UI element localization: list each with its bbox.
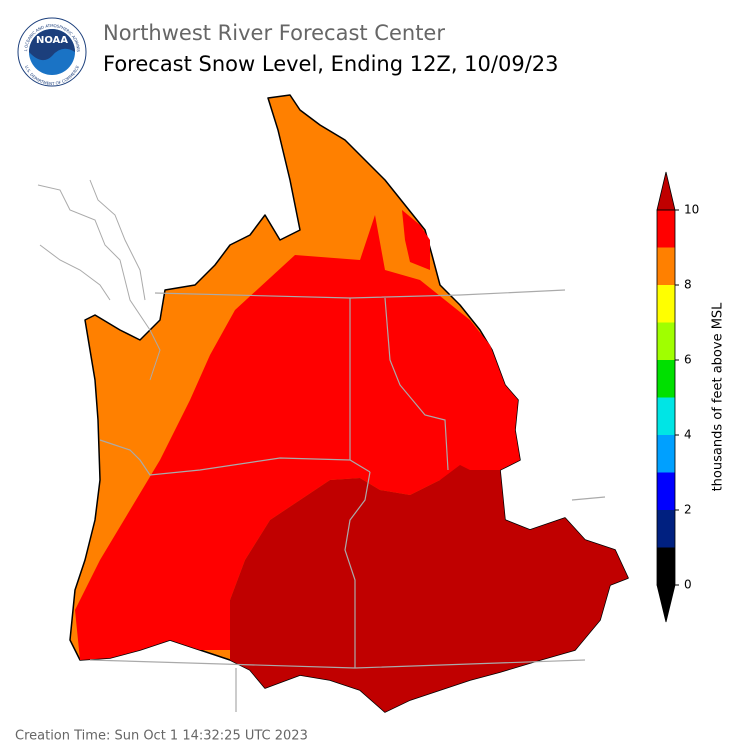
colorbar-tick-label: 0: [684, 578, 692, 592]
colorbar-tick-label: 8: [684, 278, 692, 292]
colorbar-bin: [657, 360, 675, 398]
colorbar-over: [656, 171, 676, 211]
colorbar-bin: [657, 435, 675, 473]
or-id-border: [344, 471, 371, 668]
map: [37, 94, 629, 713]
colorbar-frame: [656, 209, 676, 586]
colorbar-bin: [657, 547, 675, 585]
organization: Northwest River Forecast Center: [103, 21, 445, 45]
sound-coast: [89, 179, 146, 301]
colorbar-bin: [657, 397, 675, 435]
colorbar-bin: [657, 510, 675, 548]
colorbar-tick-label: 2: [684, 503, 692, 517]
colorbar-tick-label: 10: [684, 203, 699, 217]
zone-red-strip: [402, 210, 430, 270]
puget-coast: [37, 184, 161, 381]
colorbar-tick-label: 4: [684, 428, 692, 442]
island-coast: [39, 244, 111, 301]
canada-border: [154, 289, 566, 299]
colorbar-bin: [657, 210, 675, 248]
colorbar-bin: [657, 472, 675, 510]
logo-text: NOAA: [36, 35, 68, 46]
id-mt-border: [384, 297, 449, 471]
creation-time: Creation Time: Sun Oct 1 14:32:25 UTC 20…: [15, 729, 308, 744]
colorbar-bin: [657, 285, 675, 323]
logo: NOAA NATIONAL OCEANIC AND ATMOSPHERIC AD…: [0, 0, 87, 87]
title: Forecast Snow Level, Ending 12Z, 10/09/2…: [103, 52, 559, 76]
wy-border: [571, 496, 606, 501]
colorbar-tick-label: 6: [684, 353, 692, 367]
zone-dark-red: [230, 465, 628, 712]
colorbar-bin: [657, 322, 675, 360]
zone-red: [75, 215, 520, 660]
colorbar: 0 2 4 6 8 10: [656, 171, 699, 623]
colorbar-under: [656, 584, 676, 623]
wa-or-border: [99, 439, 371, 476]
colorbar-bin: [657, 247, 675, 285]
south-border: [89, 659, 586, 669]
colorbar-label: thousands of feet above MSL: [711, 302, 726, 492]
